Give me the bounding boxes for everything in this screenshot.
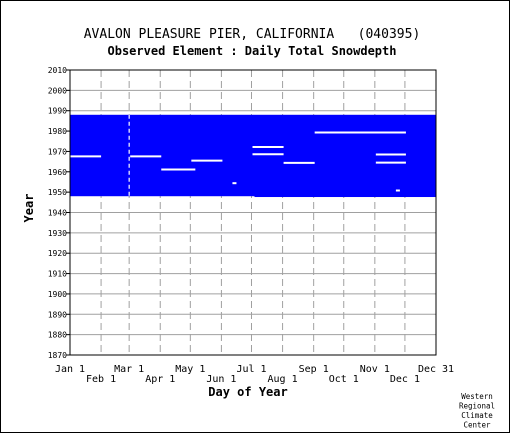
y-tick-label: 2010 (48, 66, 67, 75)
x-tick-label-upper: Sep 1 (299, 364, 329, 375)
y-tick-label: 1950 (48, 188, 67, 197)
x-tick-label-upper: Nov 1 (360, 364, 390, 375)
x-tick-label-upper: Jan 1 (55, 364, 85, 375)
x-tick-label-upper: Jul 1 (236, 364, 266, 375)
grid (69, 69, 437, 356)
credit-line: Center (463, 421, 491, 430)
credit-line: Regional (459, 402, 495, 411)
y-tick-label: 1900 (48, 290, 67, 299)
y-axis-label: Year (22, 194, 36, 223)
x-tick-label-upper: Mar 1 (114, 364, 144, 375)
chart-title: AVALON PLEASURE PIER, CALIFORNIA (040395… (84, 27, 421, 42)
x-tick-label-lower: Apr 1 (145, 374, 175, 385)
y-tick-label: 1980 (48, 127, 67, 136)
y-tick-label: 1990 (48, 107, 67, 116)
x-tick-label-upper: Dec 31 (418, 364, 454, 375)
credit-line: Climate (461, 411, 493, 420)
y-tick-label: 1970 (48, 147, 67, 156)
chart-subtitle: Observed Element : Daily Total Snowdepth (108, 44, 397, 58)
y-tick-label: 1940 (48, 209, 67, 218)
data-layer (70, 114, 436, 198)
credit-line: Western (461, 392, 493, 401)
x-axis-label: Day of Year (208, 385, 287, 399)
y-tick-label: 1870 (48, 351, 67, 360)
x-tick-label-lower: Jun 1 (206, 374, 236, 385)
y-tick-label: 1910 (48, 270, 67, 279)
x-tick-label-lower: Aug 1 (268, 374, 298, 385)
y-tick-label: 1960 (48, 168, 67, 177)
y-tick-label: 1890 (48, 310, 67, 319)
x-tick-label-lower: Feb 1 (86, 374, 116, 385)
y-tick-label: 1920 (48, 249, 67, 258)
x-tick-label-lower: Oct 1 (329, 374, 359, 385)
y-tick-label: 1930 (48, 229, 67, 238)
record-block (254, 114, 436, 198)
y-tick-label: 1880 (48, 331, 67, 340)
x-tick-label-upper: May 1 (175, 364, 205, 375)
y-tick-label: 2000 (48, 86, 67, 95)
axes: 2010 2000 1990 1980 1970 1960 1950 1940 1930 1920… (48, 66, 454, 385)
x-tick-label-lower: Dec 1 (390, 374, 420, 385)
